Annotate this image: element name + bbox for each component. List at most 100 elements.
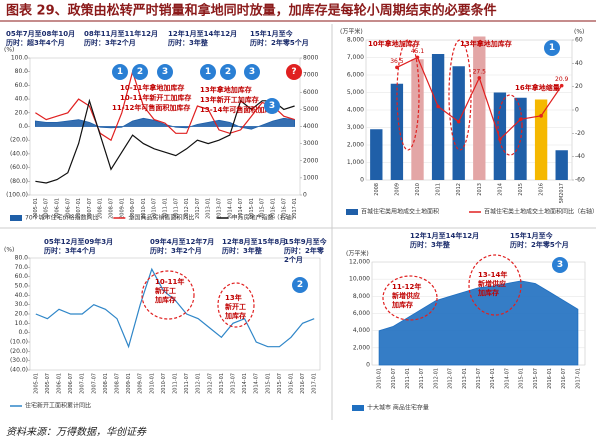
x-tick-label: 2012-07: [207, 373, 213, 394]
source: 资料来源：万得数据，华创证券: [6, 426, 147, 438]
highlight-ellipse: [468, 254, 522, 316]
y2-tick-label: 2000: [303, 157, 318, 164]
y-tick-label: (20.0): [10, 348, 28, 355]
x-tick-label: 2011-01: [163, 198, 169, 219]
y-tick-label: 0.0: [18, 329, 28, 336]
y2-tick-label: 60: [575, 37, 583, 44]
bar: [555, 150, 568, 180]
legend-label: 百城住宅类用地成交土地面积: [361, 208, 439, 216]
y-tick-label: 30.0: [15, 301, 29, 308]
x-tick-label: 2010-01: [141, 198, 147, 219]
bar: [493, 92, 507, 180]
x-tick-label: 2017-01: [312, 373, 318, 394]
legend-label: 百城住宅类土地成交土地面积同比（右轴）: [484, 208, 596, 216]
x-tick-label: 2015-07: [277, 373, 283, 394]
bar: [411, 59, 424, 180]
point: [539, 114, 543, 118]
x-tick-label: 2014-07: [504, 368, 510, 389]
period-label: 08年11月至11年12月: [84, 29, 158, 38]
data-label: 20.9: [555, 76, 569, 83]
badge: [286, 64, 302, 80]
y2-tick-label: 7000: [303, 72, 318, 79]
legend-label: 申万房地产指数（右轴）: [232, 214, 298, 222]
y-tick-label: 1,000: [347, 159, 364, 166]
line: [35, 69, 295, 142]
point: [477, 76, 482, 80]
period-label: 历时：3年整: [410, 240, 450, 249]
badge-label: 2: [137, 67, 143, 77]
bar: [473, 36, 486, 180]
x-tick-label: 2013-01: [462, 368, 468, 389]
badge: [244, 64, 260, 80]
y-tick-label: 4,000: [347, 107, 364, 114]
badge-label: 2: [225, 67, 231, 77]
x-tick-label: 2008-01: [98, 198, 104, 219]
x-tick-label: 2007-07: [87, 198, 93, 219]
badge-label: 1: [205, 67, 211, 77]
annotation: 13-14年可售面积加库存: [200, 105, 278, 114]
y2-tick-label: -60: [575, 177, 585, 184]
x-tick-label: 2005-01: [33, 373, 39, 394]
y-tick-label: 80.0: [15, 255, 29, 262]
period-label: 历时：3年4个月: [44, 246, 96, 255]
area: [378, 280, 579, 366]
x-tick-label: 2007-01: [76, 198, 82, 219]
x-tick-label: 2008-01: [103, 373, 109, 394]
period-label: 历时：3年2个月: [84, 38, 136, 47]
y-tick-label: 70.0: [15, 264, 29, 271]
y-axis-label: (%): [4, 247, 14, 254]
highlight-ellipse: [217, 282, 255, 328]
highlight-ellipse: [396, 39, 420, 151]
badge-label: 1: [549, 43, 555, 53]
x-tick-label: 2011-07: [173, 198, 179, 219]
y-tick-label: 0: [366, 362, 370, 369]
annotation: 加库存: [224, 311, 246, 320]
x-tick-label: 2014-01: [227, 198, 233, 219]
y-tick-label: 8,000: [353, 293, 370, 300]
y-axis-label: (%): [4, 47, 14, 54]
line: [35, 267, 315, 349]
y-tick-label: 40.0: [15, 96, 29, 103]
x-tick-label: 2011-01: [405, 368, 411, 389]
x-tick-label: 2012-07: [195, 198, 201, 219]
legend-label: 全国商品房销售面积同比: [128, 214, 194, 222]
highlight-ellipse: [141, 270, 195, 320]
period-label: 12年1月至14年12月: [168, 29, 237, 38]
x-tick-label: 2016: [539, 183, 545, 196]
point: [436, 104, 440, 109]
data-label: 45.1: [411, 48, 425, 55]
y-tick-label: 4,000: [353, 327, 370, 334]
x-tick-label: 2013-01: [206, 198, 212, 219]
annotation: 新开工: [225, 302, 246, 311]
badge: [544, 40, 560, 56]
x-tick-label: 2008-07: [115, 373, 121, 394]
period-label: 历时：3年整: [222, 246, 262, 255]
period-label: 15年1月至今: [510, 231, 553, 240]
x-tick-label: 2009-01: [119, 198, 125, 219]
x-tick-label: 2007-07: [91, 373, 97, 394]
y-axis-label: (万平米): [340, 28, 363, 36]
legend-swatch: [346, 209, 358, 215]
y-tick-label: 0: [360, 177, 364, 184]
x-tick-label: 2006-07: [68, 373, 74, 394]
annotation: 16年拿地缩量: [515, 83, 560, 92]
y-tick-label: (40.0): [10, 150, 28, 157]
highlight-ellipse: [497, 94, 523, 156]
y-tick-label: 80.0: [15, 68, 29, 75]
annotation: 10年拿地加库存: [368, 39, 420, 48]
bar: [534, 99, 548, 180]
x-tick-label: 2012-01: [184, 198, 190, 219]
badge-label: 2: [297, 280, 303, 290]
y-tick-label: (100.0): [6, 192, 28, 199]
badge: [157, 64, 173, 80]
period-label: 12年1月至14年12月: [410, 231, 479, 240]
annotation: 13-14年: [478, 270, 507, 279]
highlight-ellipse: [448, 39, 472, 151]
x-tick-label: 2010-01: [149, 373, 155, 394]
x-tick-label: 2010-01: [377, 368, 383, 389]
x-tick-label: 2008: [374, 183, 380, 196]
x-tick-label: 2013-01: [219, 373, 225, 394]
x-tick-label: 2012-01: [433, 368, 439, 389]
y2-tick-label: 1000: [303, 174, 318, 181]
